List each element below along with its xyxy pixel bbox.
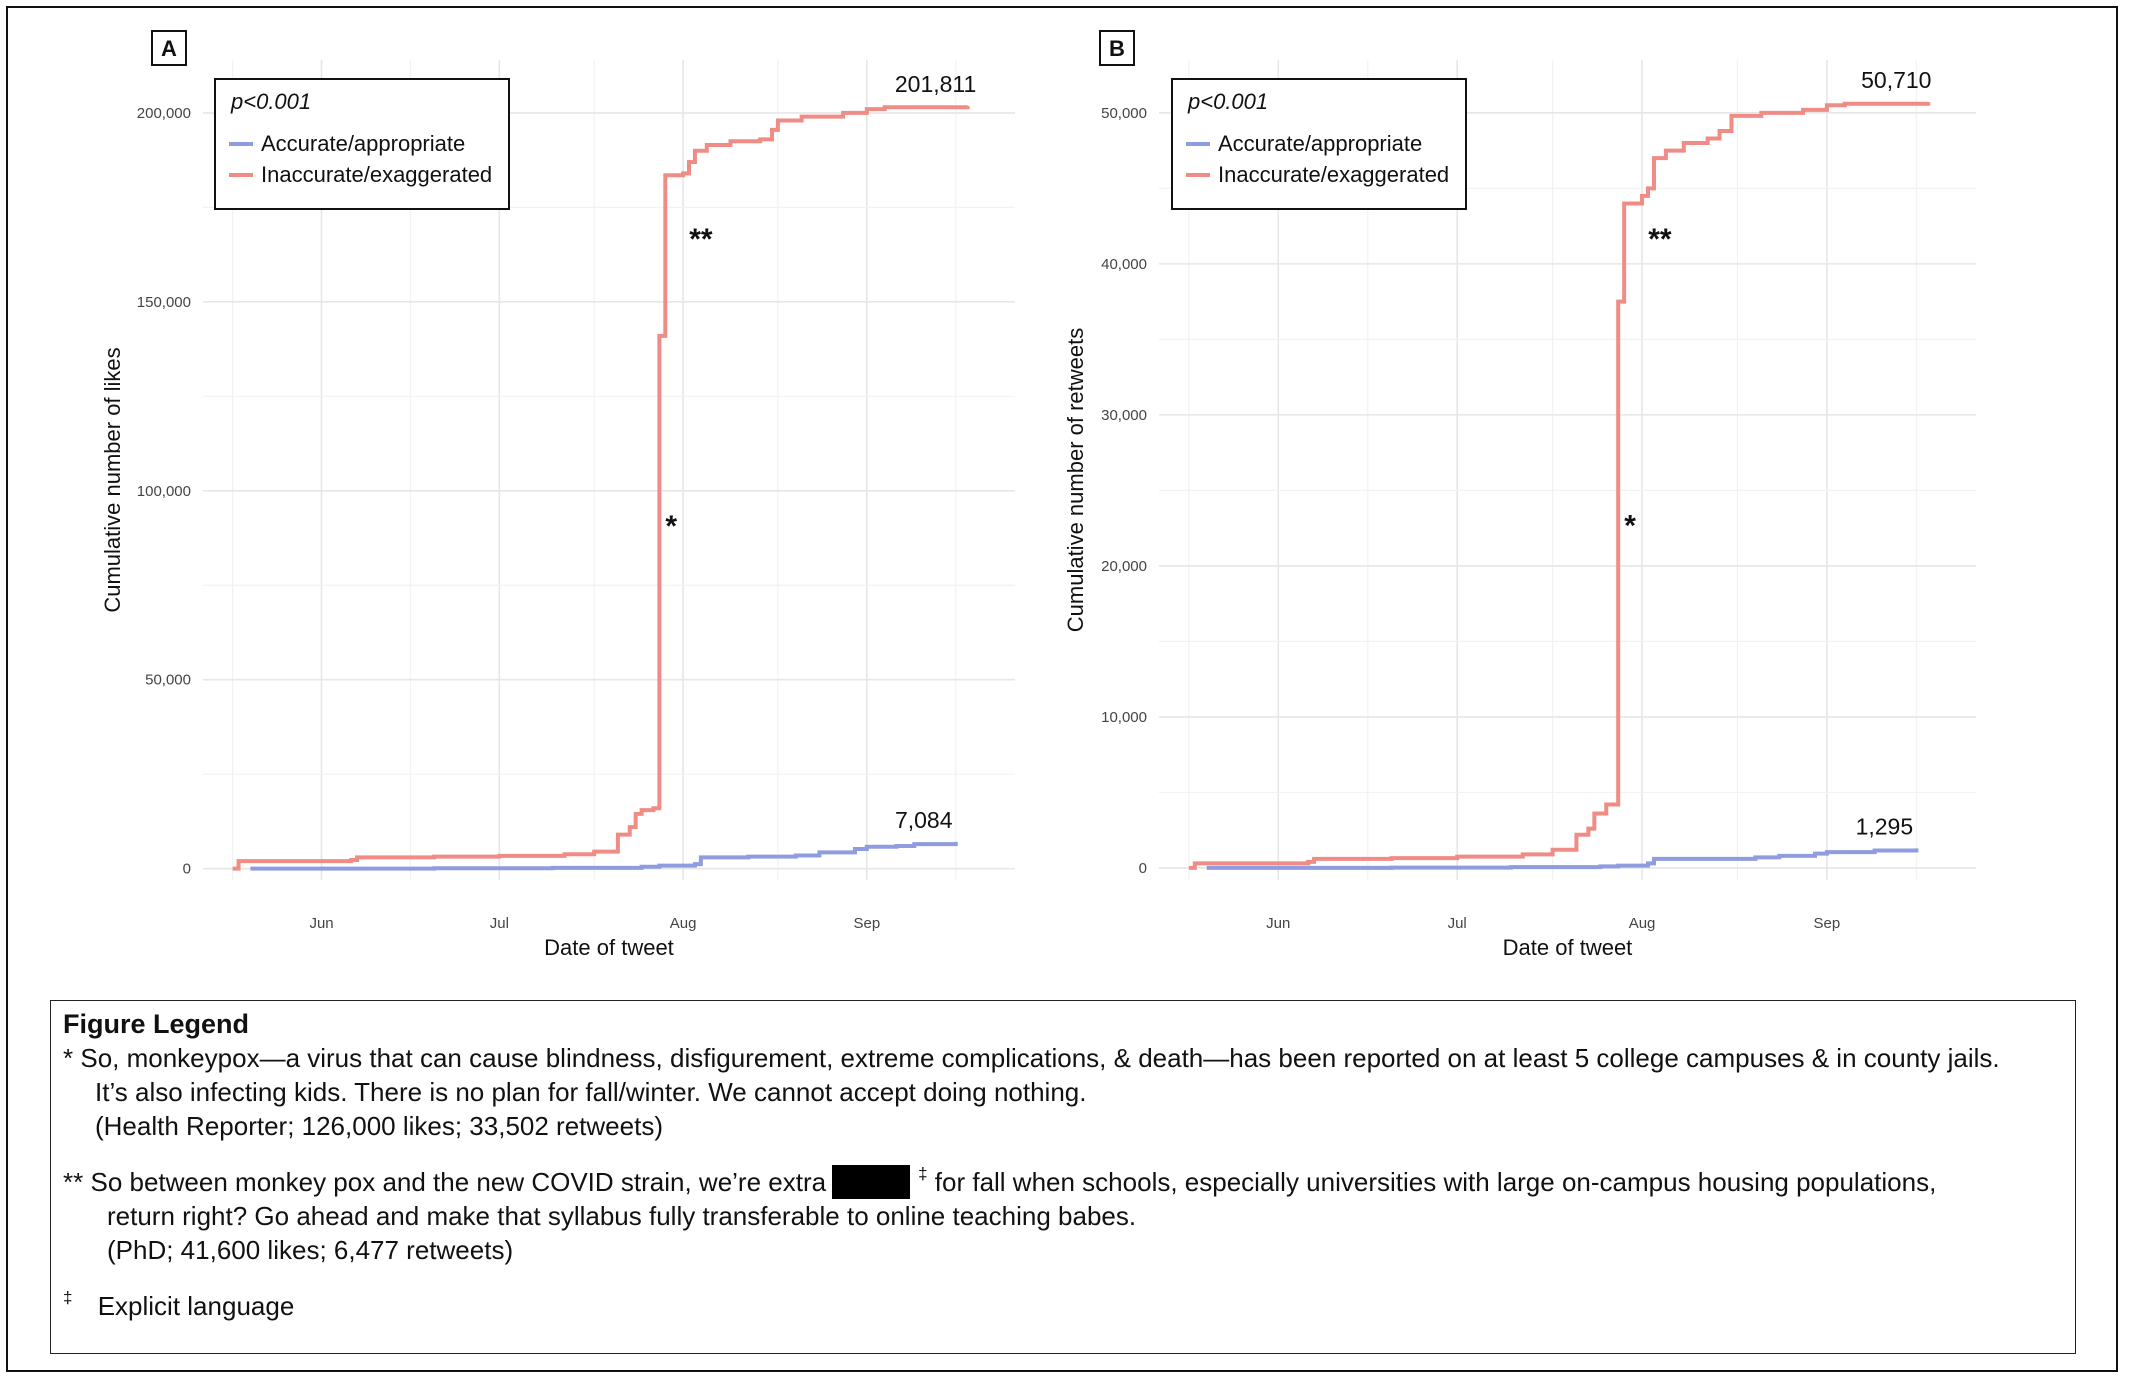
redacted-word [832,1165,911,1199]
y-tick-label: 50,000 [145,672,191,689]
y-tick-label: 0 [1139,860,1147,877]
x-tick-label: Aug [670,915,697,932]
note-2-source: (PhD; 41,600 likes; 6,477 retweets) [107,1235,514,1265]
note-1: * So, monkeypox—a virus that can cause b… [63,1041,2063,1075]
y-tick-label: 30,000 [1101,407,1147,424]
figure-legend: Figure Legend * So, monkeypox—a virus th… [50,1000,2076,1354]
chart-panel-a: 0 50,000 100,000 150,000 200,000 Jun Jul Aug Sep… [100,30,1015,960]
explicit-marker: ‡ [918,1164,928,1183]
series-line-inaccurate [1188,101,1931,870]
end-value-label: 1,295 [1856,813,1914,839]
note-2-marker: ** [63,1167,84,1197]
annotation-marker: ** [1648,223,1672,256]
footnote-text: Explicit language [97,1291,295,1321]
note-1-text: So, monkeypox—a virus that can cause bli… [80,1043,2000,1073]
note-1-line-2: It’s also infecting kids. There is no pl… [95,1077,1087,1107]
legend-entry: Accurate/appropriate [261,131,465,156]
y-tick-label: 50,000 [1101,105,1147,122]
note-1-marker: * [63,1043,74,1073]
note-1-source: (Health Reporter; 126,000 likes; 33,502 … [95,1111,663,1141]
end-value-label: 7,084 [895,807,953,833]
chart-legend [1171,78,1467,210]
footnote: ‡ Explicit language [63,1289,2063,1323]
y-tick-label: 200,000 [137,105,191,122]
chart-legend [214,78,510,210]
x-tick-label: Jul [1448,915,1467,932]
figure-legend-title: Figure Legend [63,1009,250,1039]
x-tick-label: Aug [1629,915,1656,932]
x-tick-label: Jun [1266,915,1290,932]
end-value-label: 201,811 [895,71,976,97]
p-value: p<0.001 [1187,89,1268,114]
panel-letter-box [151,30,187,66]
annotation-marker: * [1624,510,1636,543]
note-2-text-b: for fall when schools, especially univer… [934,1167,1937,1197]
p-value: p<0.001 [230,89,311,114]
legend-entry: Inaccurate/exaggerated [1218,162,1449,187]
x-tick-label: Sep [1814,915,1841,932]
annotation-marker: ** [689,223,713,256]
y-axis-title: Cumulative number of retweets [1063,328,1088,632]
note-2-text-a: So between monkey pox and the new COVID … [90,1167,827,1197]
x-tick-label: Jun [309,915,333,932]
x-axis-title: Date of tweet [1503,935,1633,960]
panel-letter: A [161,36,177,61]
panel-letter-box [1099,30,1135,66]
panel-letter: B [1109,36,1125,61]
x-tick-label: Sep [853,915,880,932]
note-2: ** So between monkey pox and the new COV… [63,1165,2063,1199]
x-axis-title: Date of tweet [544,935,674,960]
series-line-inaccurate [232,105,970,871]
y-axis-title: Cumulative number of likes [100,347,125,612]
x-tick-label: Jul [490,915,509,932]
legend-entry: Accurate/appropriate [1218,131,1422,156]
y-tick-label: 0 [183,861,191,878]
series-line-accurate [1206,848,1919,870]
end-value-label: 50,710 [1861,67,1931,93]
legend-entry: Inaccurate/exaggerated [261,162,492,187]
annotation-marker: * [665,510,677,543]
series-line-accurate [250,841,958,871]
y-tick-label: 40,000 [1101,256,1147,273]
footnote-marker: ‡ [63,1288,73,1307]
y-tick-label: 10,000 [1101,709,1147,726]
note-2-line-2: return right? Go ahead and make that syl… [107,1201,1137,1231]
y-tick-label: 150,000 [137,294,191,311]
chart-panel-b: 0 10,000 20,000 30,000 40,000 50,000 Jun Jul Aug… [1063,30,1976,960]
figure-frame [6,6,2118,1372]
y-tick-label: 100,000 [137,483,191,500]
y-tick-label: 20,000 [1101,558,1147,575]
